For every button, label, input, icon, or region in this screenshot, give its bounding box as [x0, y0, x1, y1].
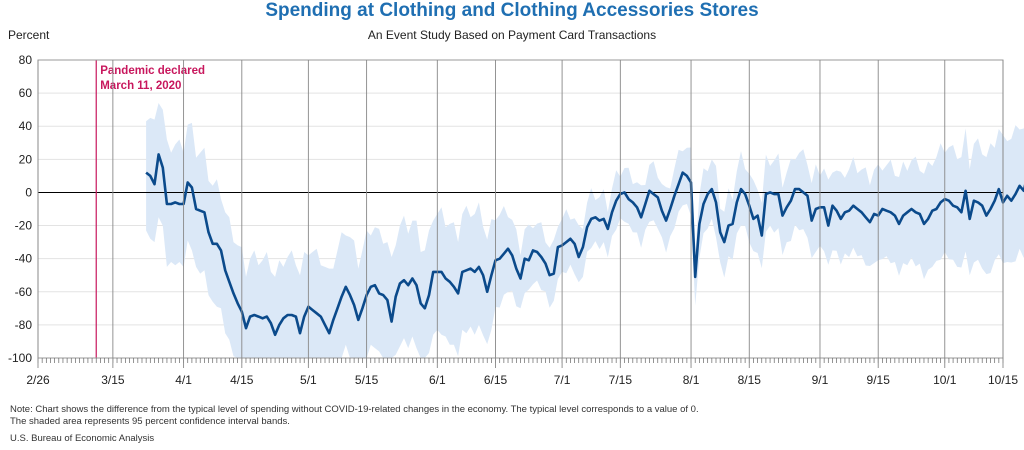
x-tick-label: 8/15: [738, 373, 762, 387]
x-tick-label: 9/15: [867, 373, 891, 387]
y-tick-label: 20: [19, 152, 33, 166]
y-tick-label: 60: [19, 86, 33, 100]
x-tick-label: 9/1: [812, 373, 829, 387]
y-tick-label: -20: [15, 219, 33, 233]
x-tick-label: 8/1: [683, 373, 700, 387]
y-tick-label: -80: [15, 318, 33, 332]
x-tick-label: 4/15: [230, 373, 254, 387]
source-note: U.S. Bureau of Economic Analysis: [10, 433, 155, 444]
x-tick-label: 4/1: [175, 373, 192, 387]
x-tick-label: 10/1: [933, 373, 957, 387]
confidence-band: [146, 103, 1024, 358]
chart-note-line2: The shaded area represents 95 percent co…: [10, 416, 290, 427]
x-tick-label: 6/1: [429, 373, 446, 387]
x-tick-label: 7/1: [554, 373, 571, 387]
x-tick-label: 2/26: [26, 373, 50, 387]
chart-subtitle: An Event Study Based on Payment Card Tra…: [367, 28, 657, 42]
y-tick-label: -100: [8, 351, 32, 365]
y-tick-label: -60: [15, 285, 33, 299]
y-axis-label: Percent: [8, 28, 50, 42]
event-label-line1: Pandemic declared: [100, 65, 205, 77]
x-tick-label: 5/1: [300, 373, 317, 387]
x-axis-ticks: 2/26 3/15 4/1 4/15 5/1 5/15 6/1 6/15 7/1 7/15 8/1 8…: [26, 60, 1018, 387]
x-tick-label: 7/15: [609, 373, 633, 387]
chart-note-line1: Note: Chart shows the difference from th…: [10, 404, 699, 415]
series-line: [145, 153, 1024, 337]
y-tick-label: -40: [15, 252, 33, 266]
y-tick-label: 80: [19, 53, 33, 67]
line-chart: Pandemic declared March 11, 2020 -100 -80…: [8, 53, 1024, 387]
x-tick-label: 10/15: [988, 373, 1018, 387]
chart-title: Spending at Clothing and Clothing Access…: [265, 0, 759, 21]
x-tick-label: 3/15: [101, 373, 125, 387]
x-tick-label: 6/15: [484, 373, 508, 387]
x-tick-label: 5/15: [355, 373, 379, 387]
y-tick-label: 0: [25, 185, 32, 199]
event-label-line2: March 11, 2020: [100, 80, 181, 92]
y-tick-label: 40: [19, 119, 33, 133]
y-axis-ticks: -100 -80 -60 -40 -20 0 20 40 60 80: [8, 53, 32, 365]
